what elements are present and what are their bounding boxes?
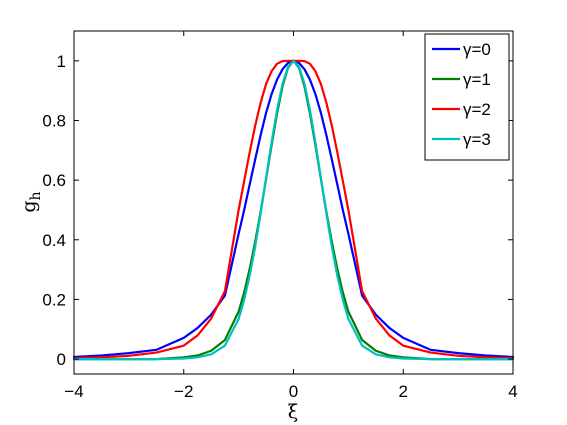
y-tick-label: 0.6 — [42, 171, 66, 190]
x-tick-label: 0 — [289, 382, 298, 401]
svg-text:gh: gh — [18, 191, 44, 212]
legend-label-1: γ=0 — [463, 40, 491, 59]
y-axis-label: gh — [18, 191, 44, 212]
ticks-layer: −4 −2 0 2 4 0 0.2 0.4 0.6 0.8 1 — [42, 31, 518, 401]
y-axis-label-subscript: h — [28, 191, 44, 200]
y-tick-label: 0.2 — [42, 290, 66, 309]
x-tick-label: −2 — [174, 382, 193, 401]
y-tick-label: 0.8 — [42, 111, 66, 130]
y-tick-label: 0.4 — [42, 231, 66, 250]
x-tick-label: −4 — [64, 382, 83, 401]
y-tick-label: 1 — [57, 52, 66, 71]
x-axis-label: ξ — [288, 401, 298, 423]
x-tick-label: 4 — [508, 382, 517, 401]
legend-label-3: γ=2 — [463, 100, 491, 119]
series-line-4 — [72, 59, 515, 361]
legend-label-2: γ=1 — [463, 70, 491, 89]
y-axis-label-main: g — [18, 200, 40, 212]
legend: γ=0 γ=1 γ=2 γ=3 — [424, 33, 510, 161]
legend-label-4: γ=3 — [463, 130, 491, 149]
x-tick-label: 2 — [399, 382, 408, 401]
y-tick-label: 0 — [57, 350, 66, 369]
series-layer — [72, 59, 515, 361]
